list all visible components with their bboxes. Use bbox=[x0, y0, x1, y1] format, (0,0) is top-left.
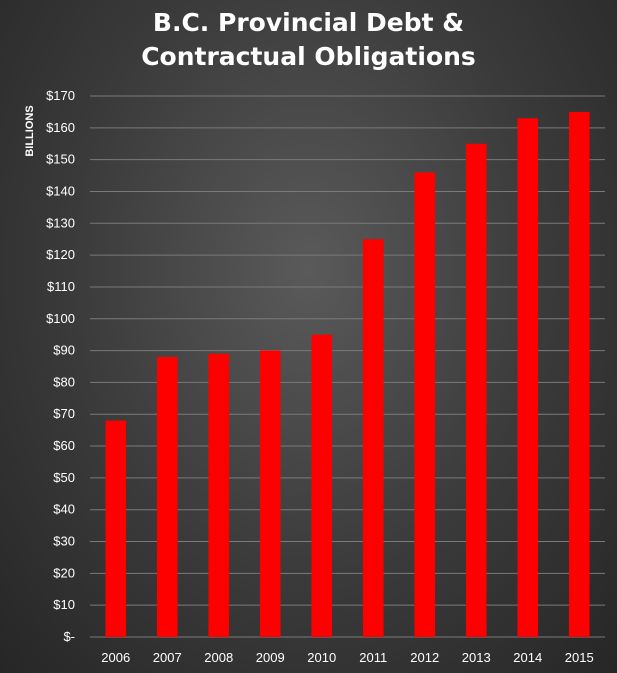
x-tick-label-2012: 2012 bbox=[410, 650, 439, 665]
bar-2013 bbox=[465, 143, 487, 637]
bar-2007 bbox=[156, 356, 178, 637]
x-tick-label-2008: 2008 bbox=[204, 650, 233, 665]
chart-title: B.C. Provincial Debt & Contractual Oblig… bbox=[0, 6, 617, 74]
y-tick-label: $170 bbox=[46, 88, 75, 103]
y-tick-label: $- bbox=[63, 629, 75, 644]
chart-title-line-1: B.C. Provincial Debt & bbox=[152, 8, 465, 37]
bar-2010 bbox=[311, 334, 333, 637]
bar-2014 bbox=[517, 118, 539, 637]
bar-2009 bbox=[259, 350, 281, 637]
bar-2012 bbox=[414, 172, 436, 637]
y-tick-label: $40 bbox=[53, 502, 75, 517]
y-tick-label: $70 bbox=[53, 406, 75, 421]
y-tick-label: $60 bbox=[53, 438, 75, 453]
y-axis-tick-labels: $- $10 $20 $30 $40 $50 $60 $70 $80 $90 $100 $110 $12… bbox=[46, 88, 75, 644]
y-tick-label: $100 bbox=[46, 311, 75, 326]
y-tick-label: $150 bbox=[46, 152, 75, 167]
y-axis-label: BILLIONS bbox=[24, 105, 36, 156]
y-tick-label: $120 bbox=[46, 247, 75, 262]
x-axis-tick-labels: 2006 2007 2008 2009 2010 2011 2012 2013 2014 2015 bbox=[101, 650, 593, 665]
y-tick-label: $130 bbox=[46, 215, 75, 230]
x-tick-label-2010: 2010 bbox=[307, 650, 336, 665]
y-tick-label: $110 bbox=[47, 279, 75, 294]
bar-2006 bbox=[105, 420, 127, 637]
y-tick-label: $30 bbox=[53, 534, 75, 549]
y-tick-label: $20 bbox=[53, 565, 75, 580]
x-tick-label-2013: 2013 bbox=[462, 650, 491, 665]
x-tick-label-2014: 2014 bbox=[513, 650, 542, 665]
bars bbox=[105, 111, 590, 638]
x-tick-label-2006: 2006 bbox=[101, 650, 130, 665]
y-tick-label: $160 bbox=[46, 120, 75, 135]
x-tick-label-2011: 2011 bbox=[359, 650, 387, 665]
y-tick-label: $10 bbox=[53, 597, 75, 612]
x-tick-label-2007: 2007 bbox=[153, 650, 182, 665]
bar-2008 bbox=[208, 353, 230, 637]
chart-title-line-2: Contractual Obligations bbox=[141, 42, 476, 71]
x-tick-label-2009: 2009 bbox=[256, 650, 285, 665]
x-tick-label-2015: 2015 bbox=[565, 650, 594, 665]
bar-2011 bbox=[362, 239, 384, 638]
y-tick-label: $80 bbox=[53, 374, 75, 389]
y-tick-label: $50 bbox=[53, 470, 75, 485]
y-tick-label: $140 bbox=[46, 183, 75, 198]
y-tick-label: $90 bbox=[53, 343, 75, 358]
bar-2015 bbox=[568, 111, 590, 638]
